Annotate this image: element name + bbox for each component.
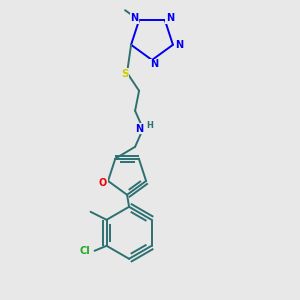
Text: N: N bbox=[166, 13, 174, 23]
Text: Cl: Cl bbox=[79, 246, 90, 256]
Text: N: N bbox=[135, 124, 143, 134]
Text: O: O bbox=[99, 178, 107, 188]
Text: H: H bbox=[147, 121, 154, 130]
Text: N: N bbox=[175, 40, 183, 50]
Text: N: N bbox=[130, 13, 138, 23]
Text: N: N bbox=[150, 59, 158, 69]
Text: S: S bbox=[121, 69, 129, 79]
